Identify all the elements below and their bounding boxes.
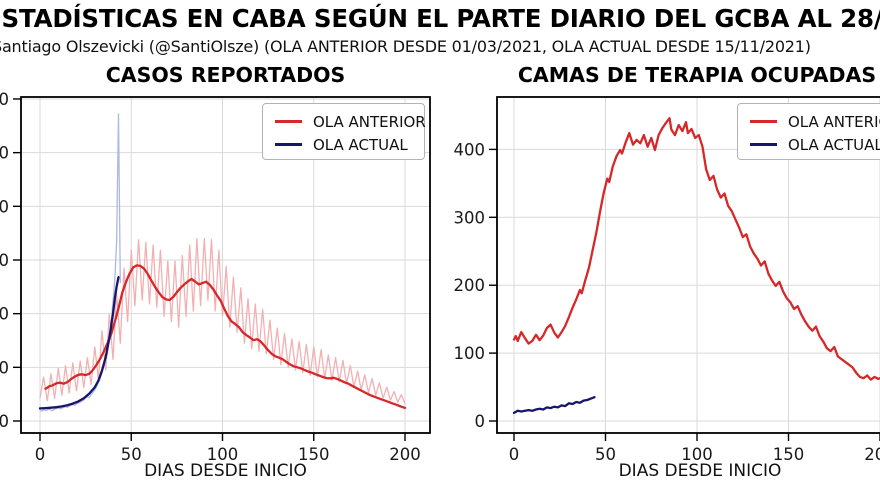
svg-text:200: 200 (389, 445, 421, 464)
svg-text:200: 200 (454, 276, 486, 295)
svg-text:0: 0 (35, 445, 46, 464)
right-chart-legend: OLA ANTERIOR OLA ACTUAL (737, 103, 880, 160)
navy-line-swatch-icon (750, 143, 777, 146)
right-chart-xaxis-label: DIAS DESDE INICIO (618, 461, 782, 481)
svg-text:0: 0 (475, 412, 486, 431)
svg-text:100: 100 (207, 445, 239, 464)
legend-item-ola-anterior: OLA ANTERIOR (275, 110, 426, 133)
svg-text:0: 0 (0, 412, 9, 431)
svg-text:150: 150 (298, 445, 330, 464)
svg-text:400: 400 (454, 140, 486, 159)
svg-text:6000: 6000 (0, 90, 9, 109)
legend-item-ola-actual: OLA ACTUAL (275, 133, 424, 156)
figure-subtitle: Santiago Olszevicki (@SantiOlsze) (OLA A… (0, 37, 811, 56)
svg-text:100: 100 (681, 445, 713, 464)
svg-text:150: 150 (773, 445, 805, 464)
legend-label: OLA ANTERIOR (313, 112, 426, 131)
svg-text:50: 50 (121, 445, 142, 464)
svg-text:300: 300 (454, 208, 486, 227)
left-chart-xaxis-label: DIAS DESDE INICIO (144, 461, 307, 481)
red-line-swatch-icon (750, 120, 777, 123)
figure-title: ESTADÍSTICAS EN CABA SEGÚN EL PARTE DIAR… (0, 4, 880, 33)
legend-label: OLA ANTERIOR (788, 112, 880, 131)
legend-item-ola-actual: OLA ACTUAL (750, 133, 880, 156)
legend-label: OLA ACTUAL (788, 135, 880, 154)
svg-text:200: 200 (864, 445, 880, 464)
red-line-swatch-icon (275, 120, 302, 123)
svg-text:100: 100 (454, 344, 486, 363)
svg-text:0: 0 (509, 445, 520, 464)
legend-item-ola-anterior: OLA ANTERIOR (750, 110, 880, 133)
left-chart-title: CASOS REPORTADOS (105, 63, 346, 87)
left-chart-legend: OLA ANTERIOR OLA ACTUAL (262, 103, 426, 160)
right-chart-title: CAMAS DE TERAPIA OCUPADAS (517, 63, 877, 87)
svg-text:5000: 5000 (0, 144, 9, 163)
navy-line-swatch-icon (275, 143, 302, 146)
svg-text:50: 50 (595, 445, 616, 464)
svg-text:3000: 3000 (0, 251, 9, 270)
svg-text:1000: 1000 (0, 358, 9, 377)
legend-label: OLA ACTUAL (313, 135, 408, 154)
